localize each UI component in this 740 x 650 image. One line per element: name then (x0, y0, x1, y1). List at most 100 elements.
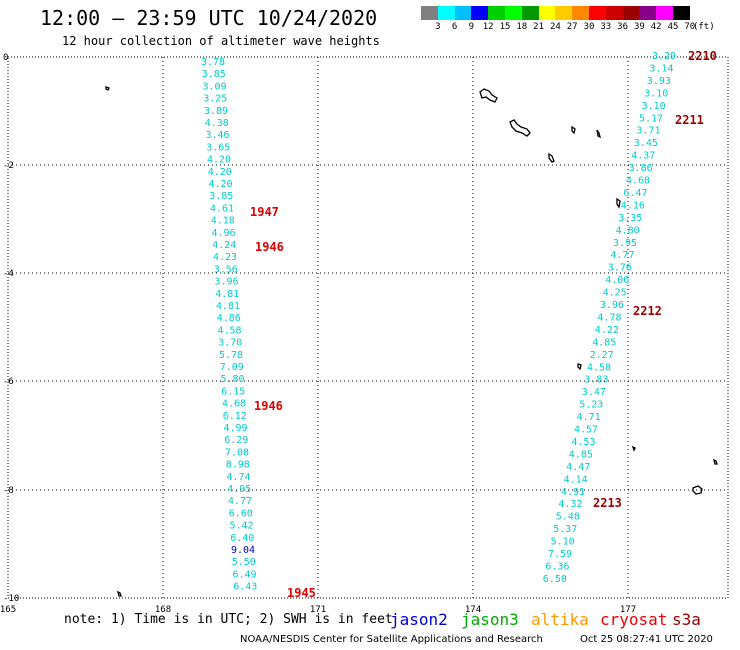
footer-note: note: 1) Time is in UTC; 2) SWH is in fe… (64, 612, 393, 627)
credit-text: NOAA/NESDIS Center for Satellite Applica… (240, 634, 543, 645)
wave-height-value: 7.09 (220, 362, 244, 373)
legend-swatch (639, 6, 657, 20)
wave-height-value: 3.35 (618, 213, 642, 224)
wave-height-value: 5.42 (230, 521, 254, 532)
wave-height-value: 3.10 (642, 101, 666, 112)
island-outline (479, 88, 498, 103)
wave-height-value: 4.77 (228, 496, 252, 507)
wave-height-value: 4.85 (569, 449, 593, 460)
satellite-legend-item: cryosat (600, 610, 668, 629)
satellite-legend-item: jason2 (390, 610, 448, 629)
wave-height-value: 3.89 (204, 106, 228, 117)
legend-swatch (555, 6, 573, 20)
island-outline (596, 129, 601, 139)
wave-height-value: 6.12 (223, 411, 247, 422)
map-title: 12:00 — 23:59 UTC 10/24/2020 (40, 6, 378, 30)
wave-height-value: 4.23 (213, 252, 237, 263)
wave-height-value: 3.25 (203, 94, 227, 105)
color-scale-legend (421, 6, 690, 20)
wave-height-value: 4.06 (605, 275, 629, 286)
wave-height-value: 6.50 (543, 574, 567, 585)
legend-swatch (656, 6, 673, 20)
wave-height-value: 4.77 (610, 250, 634, 261)
legend-tick-label: 24 (549, 22, 561, 32)
wave-height-value: 7.59 (548, 549, 572, 560)
wave-height-value: 4.71 (577, 412, 601, 423)
pass-time-label: 2210 (688, 49, 717, 63)
wave-height-value: 6.15 (221, 386, 245, 397)
legend-swatch (588, 6, 606, 20)
pass-time-label: 1947 (250, 205, 279, 219)
wave-height-value: 4.47 (566, 462, 590, 473)
satellite-legend-item: jason3 (461, 610, 519, 629)
wave-height-value: 3.71 (636, 126, 660, 137)
y-tick-label: -6 (3, 377, 14, 387)
island-outline (692, 485, 703, 495)
legend-tick-label: 39 (633, 22, 645, 32)
island-outline (509, 119, 531, 137)
wave-height-value: 4.68 (222, 399, 246, 410)
wave-height-value: 4.25 (603, 288, 627, 299)
legend-swatch (471, 6, 489, 20)
legend-swatch (421, 6, 438, 20)
wave-height-value: 5.48 (556, 512, 580, 523)
wave-height-value: 5.10 (551, 537, 575, 548)
island-outline (616, 197, 621, 209)
legend-swatch (572, 6, 589, 20)
pass-time-label: 1946 (255, 240, 284, 254)
legend-swatch (454, 6, 472, 20)
legend-unit: (ft) (692, 22, 715, 32)
satellite-legend-item: altika (531, 610, 589, 629)
wave-height-value: 3.85 (202, 69, 226, 80)
wave-height-value: 2.27 (590, 350, 614, 361)
legend-tick-label: 42 (650, 22, 662, 32)
wave-height-value: 3.86 (629, 163, 653, 174)
wave-height-value: 6.36 (545, 561, 569, 572)
x-tick-label: 168 (155, 605, 171, 615)
wave-height-value: 4.61 (210, 203, 234, 214)
wave-height-value: 6.29 (224, 435, 248, 446)
wave-height-value: 3.10 (644, 88, 668, 99)
wave-height-value: 3.14 (649, 63, 673, 74)
pass-time-label: 2211 (675, 113, 704, 127)
wave-height-value: 3.09 (203, 81, 227, 92)
wave-height-value: 4.78 (597, 312, 621, 323)
pass-time-label: 1945 (287, 586, 316, 600)
wave-height-value: 5.37 (553, 524, 577, 535)
island-outline (577, 363, 582, 371)
wave-height-value: 3.95 (613, 238, 637, 249)
wave-height-value: 4.20 (208, 167, 232, 178)
wave-height-value: 4.20 (209, 179, 233, 190)
wave-height-value: 4.57 (574, 425, 598, 436)
legend-tick-label: 30 (583, 22, 595, 32)
wave-height-value: 4.24 (212, 240, 236, 251)
wave-height-value: 4.20 (207, 155, 231, 166)
wave-height-value: 4.37 (631, 151, 655, 162)
wave-height-value: 3.29 (652, 51, 676, 62)
legend-swatch (622, 6, 640, 20)
legend-tick-label: 15 (499, 22, 511, 32)
wave-height-value: 4.58 (218, 325, 242, 336)
wave-height-value: 4.85 (592, 337, 616, 348)
y-tick-label: 0 (3, 53, 8, 63)
y-tick-label: -8 (3, 486, 14, 496)
wave-height-value: 5.78 (219, 350, 243, 361)
legend-swatch (538, 6, 556, 20)
wave-height-value: 4.32 (558, 499, 582, 510)
wave-height-value: 4.91 (561, 487, 585, 498)
wave-height-value: 3.85 (209, 191, 233, 202)
wave-height-value: 3.45 (634, 138, 658, 149)
island-outline (631, 445, 636, 452)
wave-height-value: 4.18 (211, 216, 235, 227)
x-tick-label: 174 (465, 605, 481, 615)
wave-height-value: 4.74 (227, 472, 251, 483)
wave-height-value: 3.70 (218, 338, 242, 349)
legend-tick-label: 12 (482, 22, 494, 32)
y-tick-label: -4 (3, 269, 14, 279)
wave-height-value: 4.22 (595, 325, 619, 336)
wave-height-value: 5.23 (579, 400, 603, 411)
wave-height-value: 3.56 (214, 264, 238, 275)
wave-height-value: 4.58 (587, 362, 611, 373)
